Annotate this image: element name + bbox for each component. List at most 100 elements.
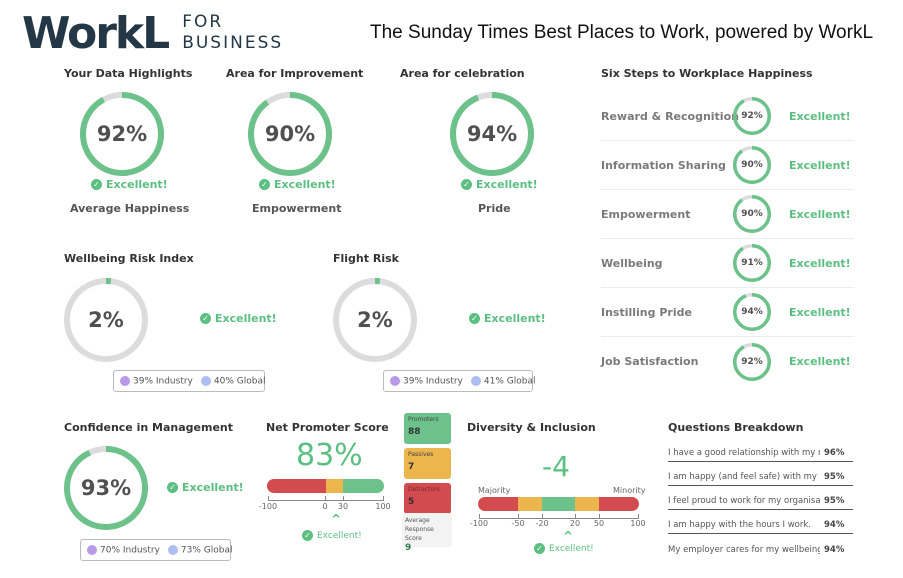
confidence-heading: Confidence in Management — [64, 421, 233, 434]
step-label: Information Sharing — [601, 158, 726, 172]
highlights-heading: Your Data Highlights — [64, 67, 193, 80]
benchmark-legend: 39% Industry 41% Global — [383, 370, 535, 392]
step-row: Information Sharing 90% Excellent! — [601, 141, 854, 190]
improvement-heading: Area for Improvement — [226, 67, 364, 80]
nps-score: 83% — [296, 438, 363, 473]
check-circle-icon: ✓ — [167, 482, 178, 493]
ring-gauge-icon — [248, 92, 332, 176]
confidence-gauge: 93% — [64, 446, 148, 530]
majority-label: Majority — [478, 486, 511, 495]
pride-gauge: 94% — [450, 92, 534, 176]
minority-label: Minority — [613, 486, 646, 495]
average-response-box: Average Response Score 9 — [402, 513, 452, 553]
nps-heading: Net Promoter Score — [266, 421, 389, 434]
step-status: Excellent! — [789, 109, 851, 123]
ring-gauge-icon — [733, 244, 771, 282]
average-happiness-gauge: 92% — [80, 92, 164, 176]
questions-heading: Questions Breakdown — [668, 421, 804, 434]
step-row: Wellbeing 91% Excellent! — [601, 239, 854, 288]
gauge-value: 94% — [466, 122, 518, 146]
page-title: The Sunday Times Best Places to Work, po… — [370, 22, 874, 43]
status-badge: ✓ Excellent! — [167, 481, 244, 494]
check-circle-icon: ✓ — [469, 313, 480, 324]
industry-dot-icon — [87, 544, 97, 555]
question-row: My employer cares for my wellbeing. 94% — [668, 545, 845, 555]
benchmark-legend: 70% Industry 73% Global — [80, 539, 232, 561]
step-gauge: 94% — [733, 293, 771, 331]
check-circle-icon: ✓ — [461, 179, 472, 190]
step-label: Empowerment — [601, 207, 691, 221]
check-circle-icon: ✓ — [259, 179, 270, 190]
question-row: I feel proud to work for my organisation… — [668, 486, 853, 510]
gauge-value: 92% — [96, 122, 148, 146]
step-gauge: 92% — [733, 97, 771, 135]
ring-gauge-icon — [450, 92, 534, 176]
step-label: Job Satisfaction — [601, 355, 699, 368]
status-badge: ✓ Excellent! — [259, 178, 336, 191]
benchmark-legend: 39% Industry 40% Global — [113, 370, 265, 392]
status-badge: ✓ Excellent! — [302, 530, 362, 541]
status-badge: ✓ Excellent! — [534, 543, 594, 554]
status-badge: ✓ Excellent! — [200, 312, 277, 325]
global-dot-icon — [200, 375, 211, 386]
ring-gauge-icon — [333, 278, 417, 362]
metric-label: Average Happiness — [70, 202, 190, 215]
step-row: Job Satisfaction 92% Excellent! — [601, 337, 854, 386]
ring-gauge-icon — [733, 342, 771, 381]
flight-risk-heading: Flight Risk — [333, 252, 399, 265]
six-steps-heading: Six Steps to Workplace Happiness — [601, 67, 813, 80]
step-status: Excellent! — [789, 355, 851, 368]
step-label: Instilling Pride — [601, 305, 692, 319]
check-circle-icon: ✓ — [534, 543, 545, 554]
step-label: Reward & Recognition — [601, 109, 739, 123]
step-row: Reward & Recognition 92% Excellent! — [601, 92, 854, 141]
step-gauge: 92% — [733, 342, 771, 381]
passives-box: Passives 7 — [404, 448, 451, 479]
caret-up-icon: ^ — [562, 529, 574, 543]
step-gauge: 91% — [733, 244, 771, 282]
diversity-scale-bar — [478, 497, 639, 511]
question-row: I am happy (and feel safe) with my worki… — [668, 462, 853, 486]
step-status: Excellent! — [789, 207, 851, 221]
metric-label: Empowerment — [252, 202, 342, 215]
diversity-heading: Diversity & Inclusion — [467, 421, 596, 434]
step-gauge: 90% — [733, 195, 771, 233]
step-status: Excellent! — [789, 256, 851, 270]
ring-gauge-icon — [733, 195, 771, 233]
wellbeing-risk-gauge: 2% — [64, 278, 148, 362]
status-badge: ✓ Excellent! — [91, 178, 168, 191]
logo-subtitle: FOR BUSINESS — [182, 12, 284, 53]
status-badge: ✓ Excellent! — [461, 178, 538, 191]
question-row: I have a good relationship with my manag… — [668, 438, 853, 462]
global-dot-icon — [470, 375, 481, 386]
ring-gauge-icon — [733, 146, 771, 184]
diversity-score: -4 — [542, 450, 570, 483]
check-circle-icon: ✓ — [302, 530, 313, 541]
industry-dot-icon — [390, 375, 400, 386]
caret-up-icon: ^ — [330, 512, 342, 526]
step-status: Excellent! — [789, 305, 851, 319]
step-label: Wellbeing — [601, 256, 663, 270]
ring-gauge-icon — [64, 446, 148, 530]
question-row: I am happy with the hours I work. 94% — [668, 510, 853, 534]
nps-scale-bar — [267, 479, 384, 493]
ring-gauge-icon — [733, 293, 771, 331]
gauge-value: 90% — [264, 122, 316, 146]
ring-gauge-icon — [64, 278, 148, 362]
step-row: Empowerment 90% Excellent! — [601, 190, 854, 239]
step-gauge: 90% — [733, 146, 771, 184]
flight-risk-gauge: 2% — [333, 278, 417, 362]
metric-label: Pride — [478, 202, 511, 215]
global-dot-icon — [167, 544, 178, 555]
celebration-heading: Area for celebration — [400, 67, 525, 80]
empowerment-gauge: 90% — [248, 92, 332, 176]
wellbeing-risk-heading: Wellbeing Risk Index — [64, 252, 194, 265]
logo-wordmark: WorkL — [22, 8, 170, 59]
detractors-box: Detractors 5 — [404, 483, 451, 514]
step-row: Instilling Pride 94% Excellent! — [601, 288, 854, 337]
check-circle-icon: ✓ — [91, 179, 102, 190]
check-circle-icon: ✓ — [200, 313, 211, 324]
status-badge: ✓ Excellent! — [469, 312, 546, 325]
step-status: Excellent! — [789, 158, 851, 172]
industry-dot-icon — [120, 375, 130, 386]
